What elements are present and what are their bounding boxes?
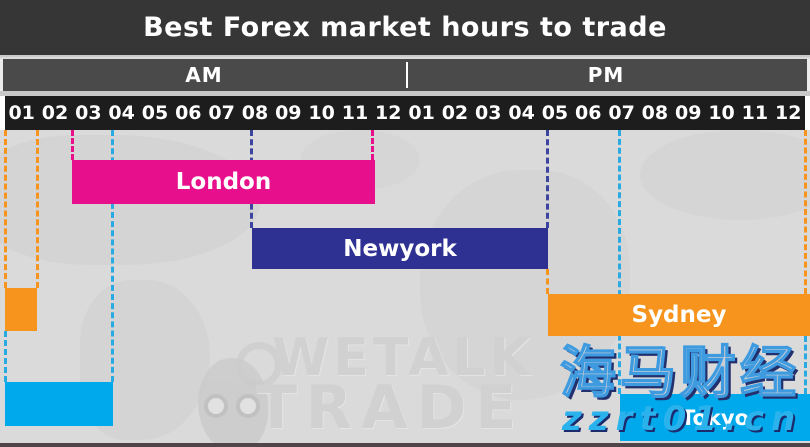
guide-line-sydney-end (36, 130, 39, 288)
guide-line-sydney-wrap-start (4, 130, 7, 288)
guide-line-sydney-edge (804, 130, 807, 294)
hour-tick: 01 (408, 102, 435, 124)
bottom-border (0, 443, 810, 447)
hour-tick: 06 (175, 102, 202, 124)
hour-tick: 08 (241, 102, 269, 124)
hour-tick: 09 (275, 102, 302, 124)
guide-line-tokyo-start (618, 130, 621, 394)
hour-tick: 02 (41, 102, 69, 124)
session-bar-london: London (72, 160, 375, 204)
guide-line-tokyo-edge (804, 336, 807, 394)
hour-tick: 03 (475, 102, 502, 124)
hour-tick: 04 (508, 102, 535, 124)
hour-tick: 02 (441, 102, 469, 124)
hours-axis: 01 02 03 04 05 06 07 08 09 10 11 12 01 0… (0, 96, 810, 130)
session-bar-tokyo: Tokyo (620, 394, 810, 441)
hour-tick: 06 (575, 102, 602, 124)
guide-line-london-start (71, 130, 74, 160)
session-bar-tokyo-wrap (5, 382, 113, 426)
pm-section: PM (405, 59, 807, 91)
session-label-sydney: Sydney (631, 302, 727, 328)
hour-tick: 09 (675, 102, 702, 124)
watermark-brand-top: WETALK (272, 328, 534, 388)
session-label-newyork: Newyork (343, 235, 457, 262)
guide-line-newyork-end (546, 130, 549, 228)
title-bar: Best Forex market hours to trade (0, 0, 810, 57)
hour-tick: 11 (341, 102, 369, 124)
pm-label: PM (587, 63, 625, 87)
chart-area: WETALK TRADE London Newyork Sydney Tokyo (0, 130, 810, 447)
ampm-divider (406, 62, 408, 88)
am-section: AM (3, 59, 405, 91)
hour-tick: 11 (741, 102, 769, 124)
hour-tick: 03 (75, 102, 102, 124)
hour-tick: 08 (641, 102, 669, 124)
guide-line-sydney-start (546, 269, 549, 294)
guide-line-london-end (371, 130, 374, 160)
hour-tick: 10 (308, 102, 335, 124)
watermark-cn-name: 海马财经 (559, 341, 800, 406)
ampm-row: AM PM (0, 59, 810, 91)
session-label-london: London (175, 169, 272, 195)
bull-mascot-watermark (198, 358, 268, 447)
hour-tick: 07 (208, 102, 235, 124)
hour-tick: 12 (375, 102, 402, 124)
session-bar-sydney: Sydney (548, 294, 810, 336)
hour-tick: 10 (708, 102, 735, 124)
hour-tick: 05 (141, 102, 169, 124)
mascot-glasses-icon (236, 394, 260, 418)
hour-tick: 07 (608, 102, 635, 124)
hour-tick: 05 (541, 102, 569, 124)
world-map-background (420, 170, 630, 400)
session-label-tokyo: Tokyo (680, 405, 750, 430)
hour-tick: 12 (774, 102, 802, 124)
watermark-brand-bottom: TRADE (256, 373, 526, 443)
mascot-glasses-icon (204, 394, 228, 418)
world-map-background (640, 130, 810, 220)
guide-line-tokyo-end (111, 130, 114, 382)
guide-line-tokyo-wrap-start (4, 331, 7, 382)
page-title: Best Forex market hours to trade (143, 12, 667, 43)
am-label: AM (185, 63, 223, 87)
header-separator (0, 91, 810, 96)
hour-tick: 04 (108, 102, 135, 124)
hour-tick: 01 (8, 102, 35, 124)
session-bar-newyork: Newyork (252, 228, 548, 269)
watermark-cn-site: zzrt01.cn (562, 399, 803, 439)
session-bar-sydney-wrap (5, 288, 37, 331)
